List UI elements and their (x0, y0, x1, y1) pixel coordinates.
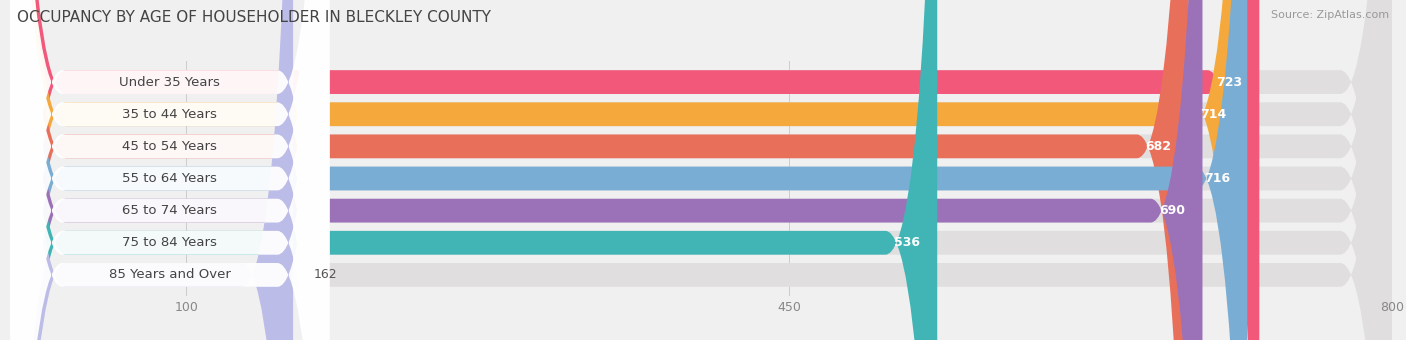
FancyBboxPatch shape (11, 0, 329, 340)
FancyBboxPatch shape (14, 0, 292, 340)
FancyBboxPatch shape (11, 0, 329, 340)
FancyBboxPatch shape (11, 0, 329, 340)
Text: 714: 714 (1201, 108, 1226, 121)
Text: 690: 690 (1160, 204, 1185, 217)
FancyBboxPatch shape (14, 0, 1392, 340)
Text: 723: 723 (1216, 75, 1241, 89)
Text: 682: 682 (1146, 140, 1171, 153)
FancyBboxPatch shape (14, 0, 1392, 340)
FancyBboxPatch shape (11, 0, 329, 340)
Text: OCCUPANCY BY AGE OF HOUSEHOLDER IN BLECKLEY COUNTY: OCCUPANCY BY AGE OF HOUSEHOLDER IN BLECK… (17, 10, 491, 25)
FancyBboxPatch shape (14, 0, 1188, 340)
FancyBboxPatch shape (14, 0, 1392, 340)
Text: 716: 716 (1204, 172, 1230, 185)
FancyBboxPatch shape (14, 0, 1202, 340)
FancyBboxPatch shape (11, 0, 329, 340)
Text: Source: ZipAtlas.com: Source: ZipAtlas.com (1271, 10, 1389, 20)
FancyBboxPatch shape (14, 0, 1247, 340)
FancyBboxPatch shape (11, 0, 329, 340)
Text: 45 to 54 Years: 45 to 54 Years (122, 140, 218, 153)
Text: Under 35 Years: Under 35 Years (120, 75, 221, 89)
Text: 536: 536 (894, 236, 920, 249)
FancyBboxPatch shape (14, 0, 1392, 340)
FancyBboxPatch shape (14, 0, 1392, 340)
Text: 35 to 44 Years: 35 to 44 Years (122, 108, 218, 121)
Text: 55 to 64 Years: 55 to 64 Years (122, 172, 218, 185)
FancyBboxPatch shape (14, 0, 1260, 340)
FancyBboxPatch shape (11, 0, 329, 340)
FancyBboxPatch shape (14, 0, 1244, 340)
FancyBboxPatch shape (14, 0, 938, 340)
FancyBboxPatch shape (14, 0, 1392, 340)
Text: 85 Years and Over: 85 Years and Over (110, 268, 231, 282)
Text: 65 to 74 Years: 65 to 74 Years (122, 204, 218, 217)
FancyBboxPatch shape (14, 0, 1392, 340)
Text: 75 to 84 Years: 75 to 84 Years (122, 236, 218, 249)
Text: 162: 162 (314, 268, 337, 282)
